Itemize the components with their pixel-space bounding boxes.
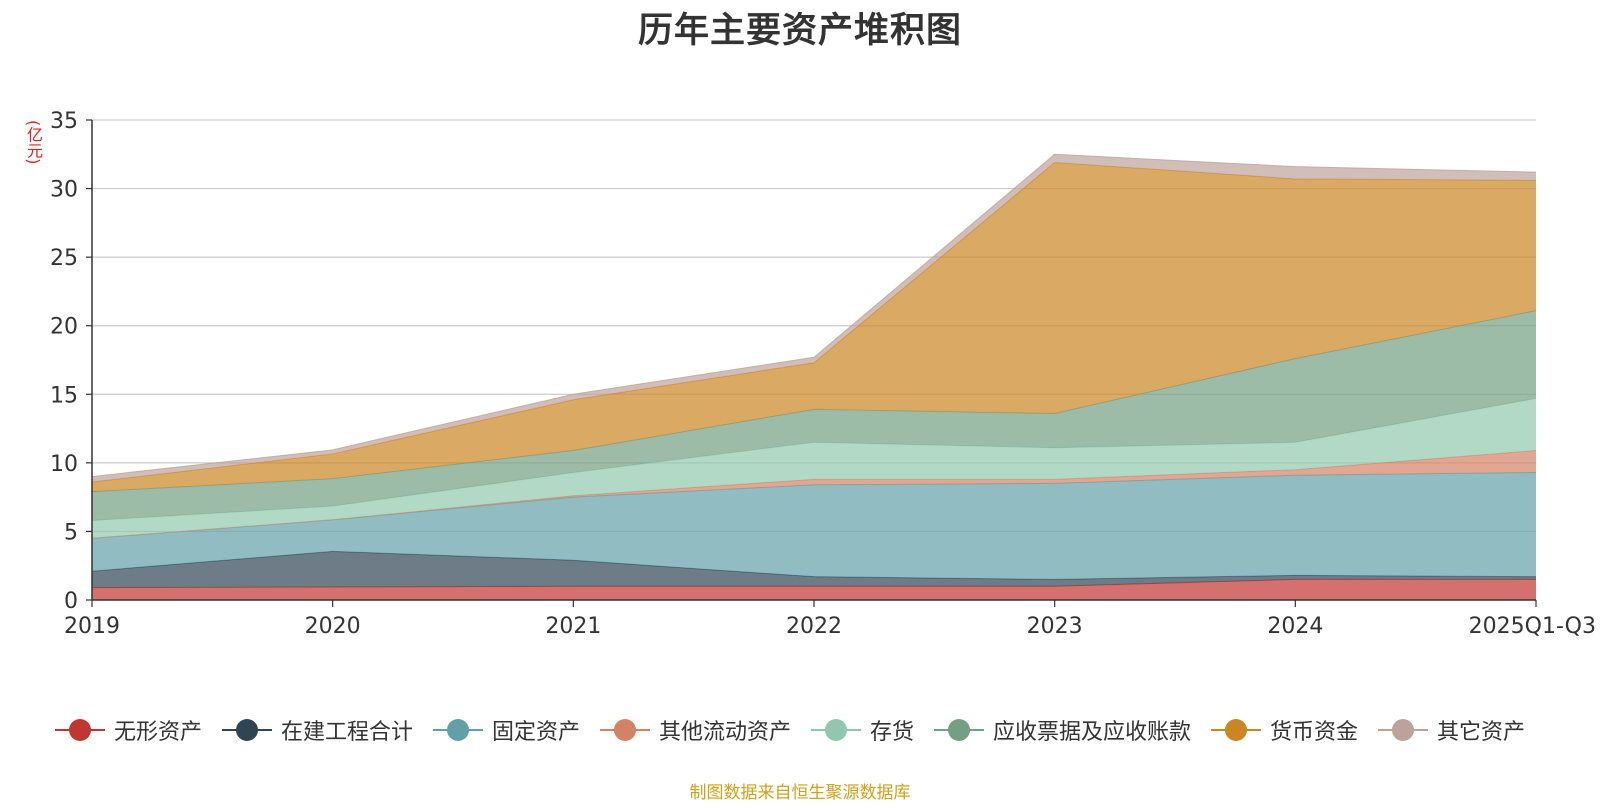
legend-item[interactable]: 其它资产 xyxy=(1378,714,1525,746)
x-tick-label: 2020 xyxy=(305,614,361,639)
legend-label: 货币资金 xyxy=(1270,720,1359,745)
legend-item[interactable]: 其他流动资产 xyxy=(599,714,791,746)
y-tick-label: 10 xyxy=(50,452,78,477)
legend-marker-icon xyxy=(934,718,985,742)
chart-title: 历年主要资产堆积图 xyxy=(637,11,962,51)
y-tick-label: 5 xyxy=(64,520,78,545)
legend-item[interactable]: 应收票据及应收账款 xyxy=(934,714,1191,746)
legend-marker-icon xyxy=(1378,718,1429,742)
area-series-固定资产 xyxy=(92,472,1536,580)
area-series-layer xyxy=(91,153,1537,600)
x-tick-label: 2022 xyxy=(786,614,842,639)
legend-label: 其他流动资产 xyxy=(658,720,791,745)
axes: 0 5 10 15 20 25 30 35 2019 2020 2021 2022 2023 2024 20… xyxy=(50,109,1596,639)
area-series-货币资金 xyxy=(92,162,1536,492)
y-tick-label: 25 xyxy=(50,246,78,271)
legend: 无形资产 在建工程合计 固定资产 其他流动资产 存货 应收票据及应收账款 货币资金 其它资产 xyxy=(0,714,1600,746)
legend-label: 无形资产 xyxy=(113,720,202,745)
x-tick-label: 2021 xyxy=(545,614,601,639)
area-edge-其它资产 xyxy=(91,153,1537,478)
legend-item[interactable]: 存货 xyxy=(811,714,914,746)
legend-item[interactable]: 无形资产 xyxy=(54,714,202,746)
legend-marker-icon xyxy=(54,718,105,742)
area-series-无形资产 xyxy=(92,579,1536,600)
legend-label: 应收票据及应收账款 xyxy=(993,720,1192,745)
area-series-在建工程合计 xyxy=(92,551,1536,588)
legend-marker-icon xyxy=(811,718,861,742)
legend-label: 在建工程合计 xyxy=(280,720,413,745)
area-series-应收票据及应收账款 xyxy=(92,310,1536,521)
legend-marker-icon xyxy=(221,718,272,742)
legend-label: 固定资产 xyxy=(491,720,580,745)
x-tick-label: 2019 xyxy=(64,614,120,639)
y-tick-label: 30 xyxy=(50,178,78,203)
legend-label: 其它资产 xyxy=(1437,720,1526,745)
area-series-存货 xyxy=(92,398,1536,539)
legend-label: 存货 xyxy=(870,720,915,745)
x-tick-label: 2024 xyxy=(1267,614,1323,639)
x-tick-label: 2025Q1-Q3 xyxy=(1469,614,1596,639)
legend-item[interactable]: 在建工程合计 xyxy=(221,714,413,746)
x-tick-label: 2023 xyxy=(1027,614,1083,639)
y-axis-unit-label: (亿元) xyxy=(24,120,43,165)
y-tick-label: 35 xyxy=(50,109,78,134)
legend-marker-icon xyxy=(1211,718,1262,742)
legend-marker-icon xyxy=(432,718,483,742)
y-tick-label: 20 xyxy=(50,315,78,340)
legend-item[interactable]: 固定资产 xyxy=(432,714,580,746)
source-note: 制图数据来自恒生聚源数据库 xyxy=(689,783,911,803)
y-tick-label: 0 xyxy=(64,589,78,614)
y-tick-label: 15 xyxy=(50,383,78,408)
legend-item[interactable]: 货币资金 xyxy=(1211,714,1358,746)
legend-marker-icon xyxy=(599,718,650,742)
